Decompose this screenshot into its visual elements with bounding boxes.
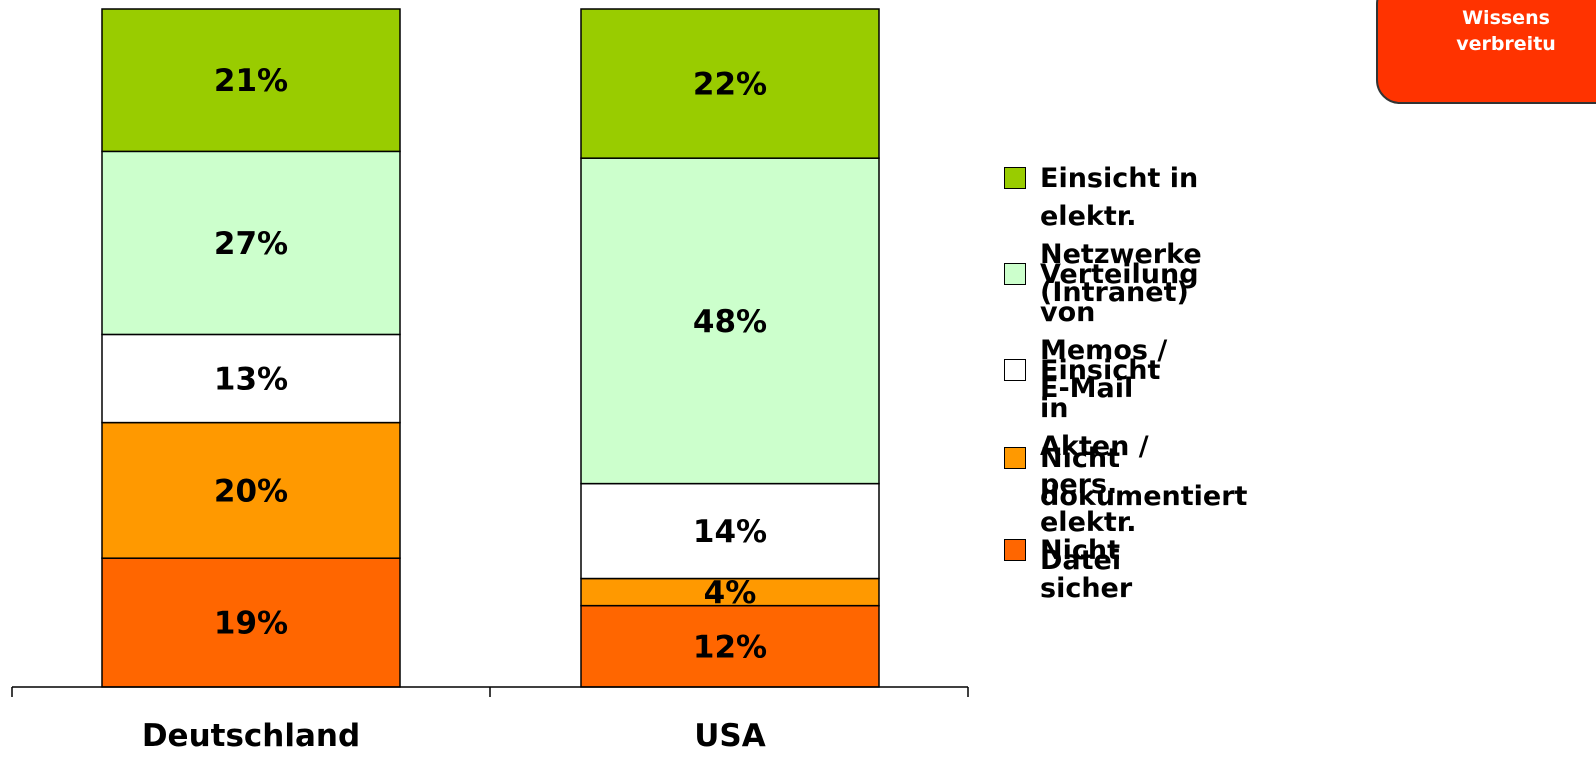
- data-label-deutschland-nicht-sicher: 19%: [214, 606, 288, 642]
- bar-segment-usa-nicht-sicher: [580, 604, 880, 688]
- bar-segment-deutschland-einsicht-in-elektr-netzwerke-intranet: [101, 8, 401, 153]
- bar-segment-usa-nicht-dokumentiert: [580, 577, 880, 607]
- legend-swatch-intranet: [1004, 167, 1026, 189]
- data-label-usa-verteilung-von-memos-e-mail: 48%: [693, 304, 767, 340]
- legend-swatch-memos: [1004, 263, 1026, 285]
- bar-segment-usa-einsicht-in-akten-pers-elektr-datei: [580, 482, 880, 580]
- legend-item-memos: Verteilung von Memos / E-Mail: [1004, 259, 1199, 408]
- legend-label-nicht-dokumentiert: Nicht dokumentiert: [1040, 443, 1248, 512]
- bar-segment-usa-einsicht-in-elektr-netzwerke-intranet: [580, 8, 880, 159]
- badge-line-2: verbreitu: [1456, 33, 1556, 55]
- badge-line-1: Wissens: [1462, 7, 1550, 29]
- bar-segment-usa-verteilung-von-memos-e-mail: [580, 157, 880, 485]
- data-label-usa-einsicht-in-elektr-netzwerke-intranet: 22%: [693, 67, 767, 103]
- data-label-deutschland-einsicht-in-elektr-netzwerke-intranet: 21%: [214, 63, 288, 99]
- bar-segment-deutschland-nicht-dokumentiert: [101, 421, 401, 559]
- stacked-bar-chart: 19% 20% 13% 27% 21% 12% 4% 14% 48% 22% Deutschland…: [11, 8, 969, 754]
- data-label-usa-einsicht-in-akten-pers-elektr-datei: 14%: [693, 514, 767, 550]
- bar-segment-deutschland-verteilung-von-memos-e-mail: [101, 150, 401, 336]
- data-label-deutschland-nicht-dokumentiert: 20%: [214, 473, 288, 509]
- data-label-deutschland-verteilung-von-memos-e-mail: 27%: [214, 226, 288, 262]
- legend-item-nicht-dokumentiert: Nicht dokumentiert: [1004, 443, 1247, 516]
- legend-item-nicht-sicher: Nicht sicher: [1004, 535, 1132, 608]
- category-label-usa: USA: [694, 718, 766, 754]
- bar-segment-deutschland-nicht-sicher: [101, 557, 401, 688]
- data-label-usa-nicht-dokumentiert: 4%: [704, 575, 757, 611]
- category-label-deutschland: Deutschland: [142, 718, 360, 754]
- legend-item-intranet: Einsicht in elektr. Netzwerke (Intranet): [1004, 163, 1202, 312]
- legend-swatch-nicht-dokumentiert: [1004, 447, 1026, 469]
- legend-label-intranet: Einsicht in elektr. Netzwerke (Intranet): [1040, 163, 1202, 308]
- legend-swatch-akten: [1004, 359, 1026, 381]
- legend-label-memos: Verteilung von Memos / E-Mail: [1040, 259, 1199, 404]
- legend-label-akten: Einsicht in Akten / pers. elektr. Datei: [1040, 355, 1161, 576]
- data-label-usa-nicht-sicher: 12%: [693, 629, 767, 665]
- data-label-deutschland-einsicht-in-akten-pers-elektr-datei: 13%: [214, 362, 288, 398]
- legend-label-nicht-sicher: Nicht sicher: [1040, 535, 1133, 604]
- legend-item-akten: Einsicht in Akten / pers. elektr. Datei: [1004, 355, 1160, 580]
- legend-swatch-nicht-sicher: [1004, 539, 1026, 561]
- topic-badge: Wissens verbreitu: [1376, 0, 1596, 104]
